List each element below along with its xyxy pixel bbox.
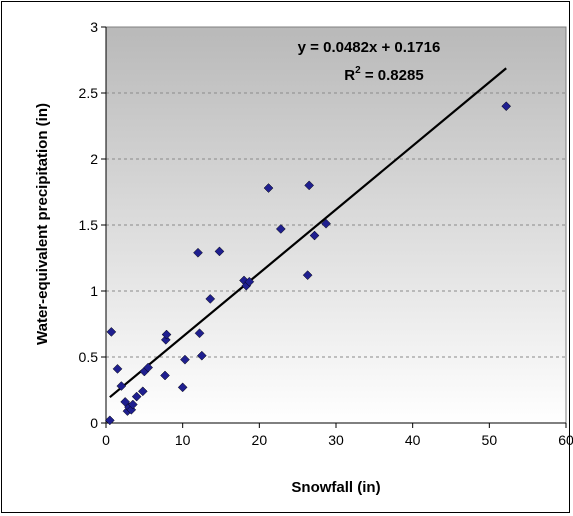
data-point <box>196 350 207 361</box>
data-point <box>127 399 138 410</box>
data-point <box>177 382 188 393</box>
y-tick-labels: 0 0.5 1 1.5 2 2.5 3 <box>79 19 99 431</box>
trendline-equation: y = 0.0482x + 0.1716 <box>298 39 441 56</box>
x-tick-label: 40 <box>405 432 421 448</box>
axes <box>101 26 567 428</box>
data-point <box>321 218 331 229</box>
data-point <box>193 247 203 258</box>
y-tick-label: 2.5 <box>79 85 99 101</box>
trendline <box>109 67 507 399</box>
x-tick-label: 0 <box>102 432 110 448</box>
data-point <box>112 364 123 374</box>
y-tick-label: 2 <box>90 151 98 167</box>
x-tick-label: 60 <box>558 432 573 448</box>
data-point <box>104 415 115 426</box>
r-squared-letter: R <box>344 67 355 84</box>
x-axis-title: Snowfall (in) <box>291 479 380 496</box>
y-axis-title: Water-equivalent precipitation (in) <box>34 103 51 345</box>
trendline-group <box>109 67 507 399</box>
y-tick-label: 0 <box>90 415 98 431</box>
data-point <box>131 391 142 402</box>
data-point <box>161 329 172 340</box>
x-tick-label: 10 <box>175 432 191 448</box>
data-point <box>116 381 127 391</box>
data-point <box>180 354 190 365</box>
data-point <box>244 276 255 287</box>
y-tick-label: 0.5 <box>79 349 99 365</box>
data-point <box>501 101 512 112</box>
r-squared-superscript: 2 <box>355 65 361 76</box>
r-squared-value: = 0.8285 <box>361 67 424 84</box>
data-point <box>309 230 320 241</box>
data-point <box>214 246 225 257</box>
x-tick-label: 30 <box>328 432 344 448</box>
data-point <box>205 294 216 304</box>
data-point <box>304 180 315 191</box>
data-point <box>143 362 154 373</box>
data-point <box>160 370 170 381</box>
r-squared-label: R2 = 0.8285 <box>344 65 423 84</box>
y-tick-label: 1 <box>90 283 98 299</box>
data-point <box>194 328 205 339</box>
x-tick-label: 20 <box>252 432 268 448</box>
data-point <box>275 224 286 234</box>
y-tick-label: 3 <box>90 19 98 35</box>
gridlines <box>106 92 566 358</box>
data-point <box>106 327 117 337</box>
data-points <box>104 101 512 426</box>
x-tick-label: 50 <box>482 432 498 448</box>
data-point <box>302 270 313 281</box>
data-point <box>263 183 274 193</box>
data-point <box>137 386 148 397</box>
x-tick-labels: 0 10 20 30 40 50 60 <box>102 432 573 448</box>
y-tick-label: 1.5 <box>79 217 99 233</box>
